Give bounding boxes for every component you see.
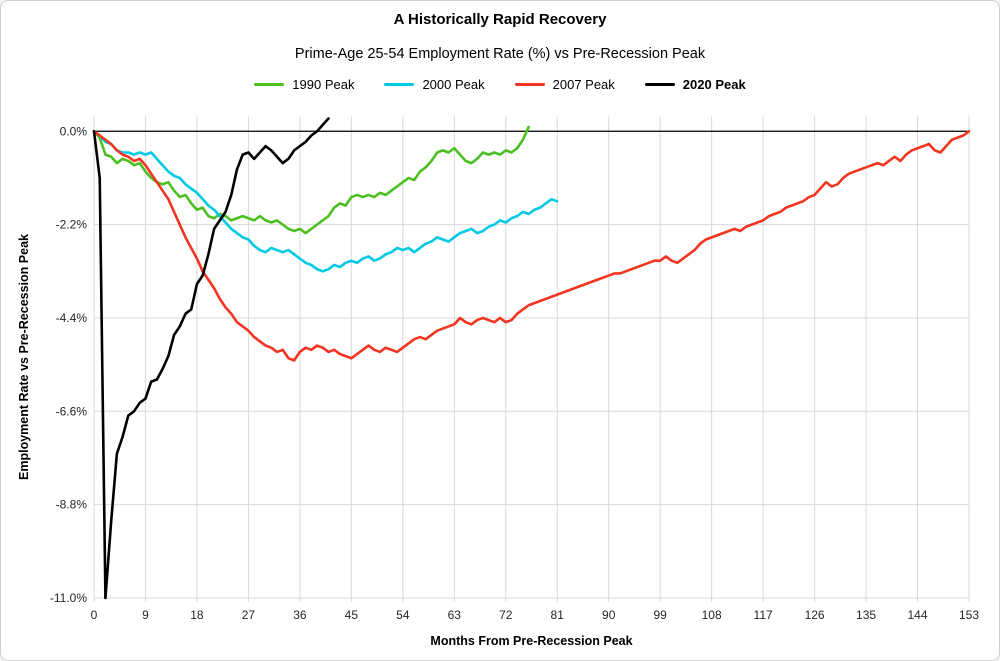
- x-tick-label: 90: [602, 608, 616, 622]
- legend-label: 2007 Peak: [552, 77, 615, 92]
- series-line-2007-peak: [92, 129, 971, 362]
- legend-item-2007-peak: 2007 Peak: [514, 77, 615, 92]
- legend-label: 2000 Peak: [422, 77, 485, 92]
- x-tick-label: 9: [142, 608, 149, 622]
- x-tick-label: 27: [242, 608, 256, 622]
- x-tick-label: 54: [396, 608, 410, 622]
- y-tick-label: -11.0%: [50, 591, 87, 605]
- y-axis-title: Employment Rate vs Pre-Recession Peak: [17, 234, 31, 480]
- y-tick-label: -2.2%: [56, 218, 88, 232]
- x-tick-label: 18: [190, 608, 204, 622]
- x-tick-label: 99: [653, 608, 667, 622]
- x-tick-label: 63: [448, 608, 462, 622]
- x-axis-title: Months From Pre-Recession Peak: [430, 634, 632, 648]
- legend-item-2020-peak: 2020 Peak: [644, 77, 746, 92]
- legend-label: 2020 Peak: [682, 77, 746, 92]
- x-tick-label: 36: [293, 608, 307, 622]
- series-line-2000-peak: [92, 129, 559, 273]
- y-tick-label: -4.4%: [56, 311, 88, 325]
- series-line-2020-peak: [92, 117, 330, 600]
- legend-item-1990-peak: 1990 Peak: [254, 77, 354, 92]
- legend-item-2000-peak: 2000 Peak: [384, 77, 485, 92]
- y-tick-label: 0.0%: [60, 124, 88, 138]
- legend-line-swatch: [254, 83, 285, 86]
- x-tick-label: 135: [856, 608, 876, 622]
- legend-line-swatch: [514, 83, 545, 86]
- legend-line-swatch: [384, 83, 415, 86]
- x-tick-label: 153: [959, 608, 979, 622]
- x-tick-label: 144: [908, 608, 928, 622]
- x-tick-label: 72: [499, 608, 513, 622]
- y-tick-label: -6.6%: [56, 404, 88, 418]
- x-tick-label: 126: [805, 608, 825, 622]
- series-line-1990-peak: [92, 125, 530, 235]
- x-tick-label: 117: [754, 608, 773, 622]
- x-tick-label: 108: [702, 608, 722, 622]
- legend-line-swatch: [644, 83, 675, 86]
- x-tick-label: 0: [91, 608, 98, 622]
- chart-subtitle: Prime-Age 25-54 Employment Rate (%) vs P…: [294, 46, 706, 62]
- x-tick-label: 45: [345, 608, 359, 622]
- legend-label: 1990 Peak: [292, 77, 355, 92]
- chart-title: A Historically Rapid Recovery: [393, 11, 607, 28]
- chart-legend: 1990 Peak 2000 Peak 2007 Peak 2020 Peak: [1, 77, 999, 92]
- y-tick-label: -8.8%: [56, 498, 88, 512]
- x-tick-label: 81: [551, 608, 565, 622]
